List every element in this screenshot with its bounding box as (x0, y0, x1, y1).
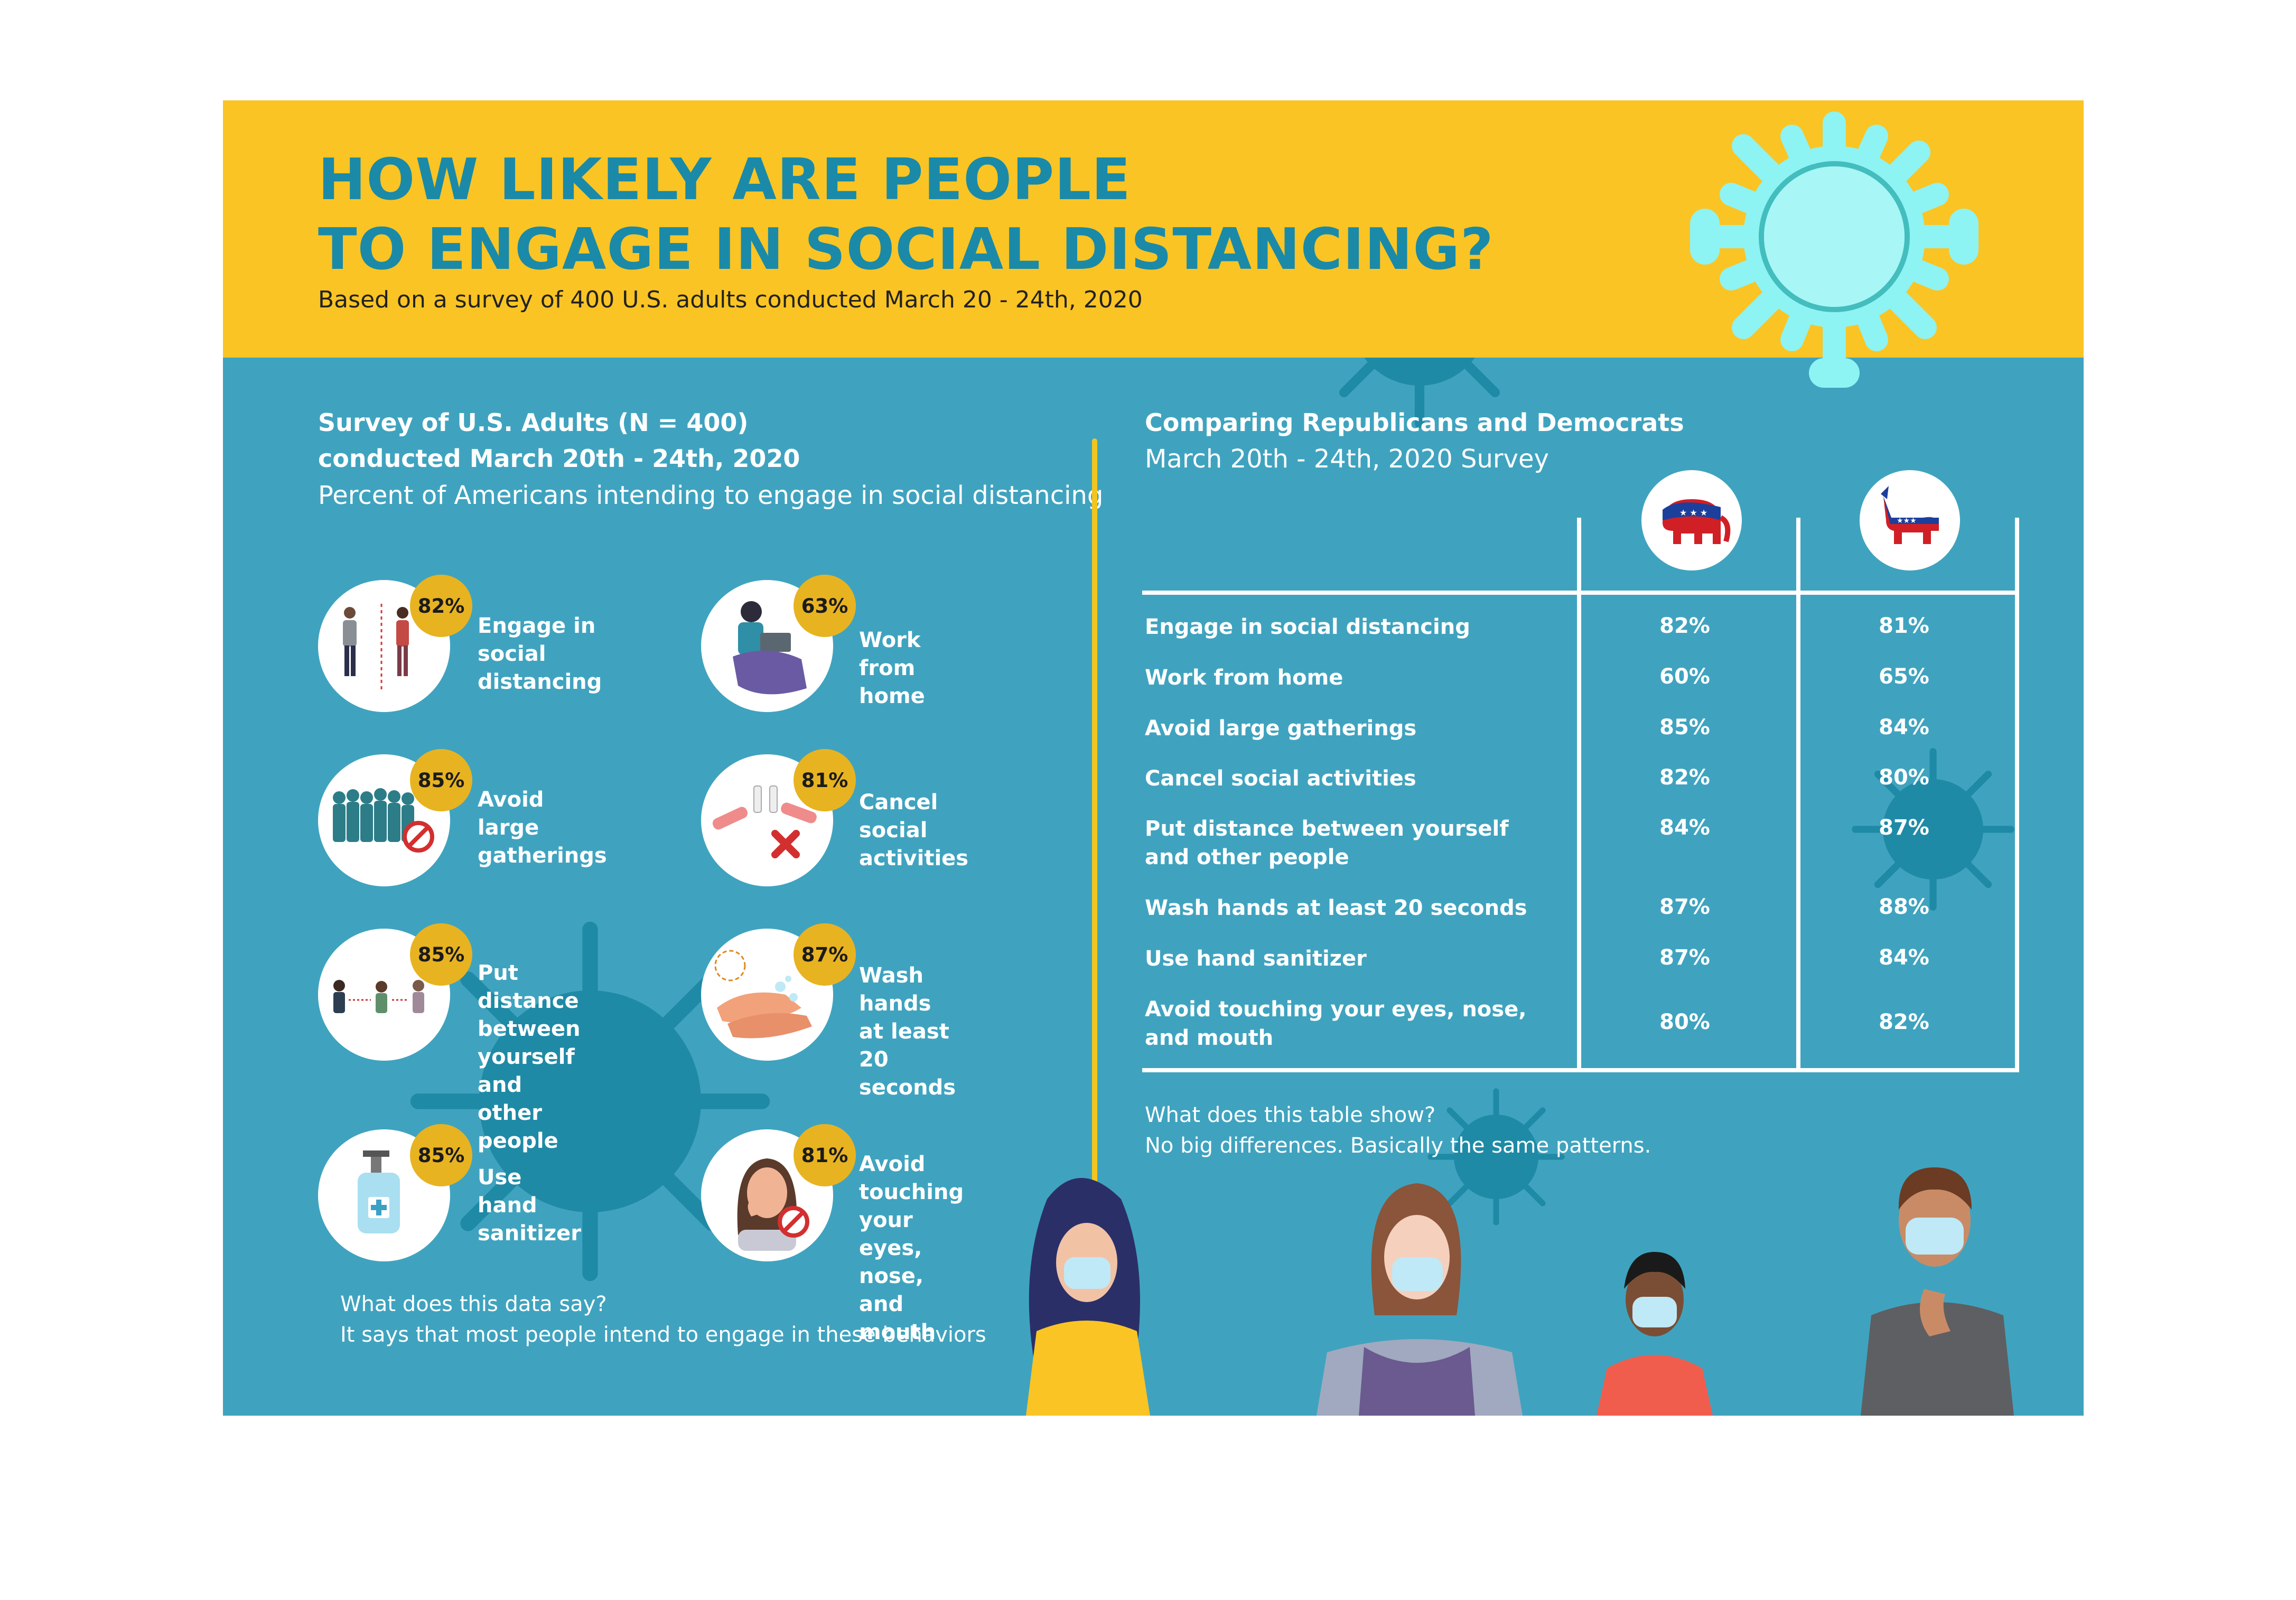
behavior-label: Use hand sanitizer (478, 1165, 581, 1246)
republican-value: 85% (1659, 715, 1710, 740)
democrat-value: 81% (1879, 614, 1929, 638)
data-note-answer: It says that most people intend to engag… (340, 1323, 986, 1347)
republican-value: 84% (1659, 816, 1710, 840)
percent-badge: 82% (410, 575, 472, 637)
person-yellow-shirt (1026, 1178, 1150, 1416)
republican-value: 80% (1659, 1010, 1710, 1034)
table-vertical-line (1796, 518, 1800, 1072)
title-line-1: HOW LIKELY ARE PEOPLE (318, 147, 1131, 213)
behavior-label: Put distance between yourself and other … (478, 961, 581, 1153)
democrat-value: 82% (1879, 1010, 1929, 1034)
percent-badge: 87% (794, 923, 856, 986)
table-row-label: Work from home (1145, 666, 1343, 690)
percent-badge: 81% (794, 749, 856, 811)
republican-value: 87% (1659, 895, 1710, 919)
svg-text:★ ★ ★: ★ ★ ★ (1679, 508, 1707, 518)
percent-badge: 85% (410, 923, 472, 986)
republican-value: 82% (1659, 614, 1710, 638)
table-row-label: Avoid touching your eyes, nose, and mout… (1145, 997, 1527, 1050)
democrat-value: 87% (1879, 816, 1929, 840)
percent-badge: 81% (794, 1124, 856, 1186)
large-virus-icon (1690, 111, 1978, 388)
behavior-label: Work from home (859, 628, 925, 708)
person-purple-vest (1317, 1183, 1523, 1416)
table-row-label: Put distance between yourself and other … (1145, 817, 1509, 869)
table-vertical-line (1577, 518, 1581, 1072)
table-note-question: What does this table show? (1145, 1103, 1436, 1127)
behavior-label: Engage in social distancing (478, 614, 602, 694)
democrat-value: 65% (1879, 665, 1929, 689)
percent-badge: 85% (410, 749, 472, 811)
title-line-2: TO ENGAGE IN SOCIAL DISTANCING? (318, 217, 1494, 283)
face-touch-icon (701, 1129, 833, 1261)
page-title: HOW LIKELY ARE PEOPLE TO ENGAGE IN SOCIA… (318, 145, 1494, 285)
percent-badge: 85% (410, 1124, 472, 1186)
table-row-label: Engage in social distancing (1145, 615, 1470, 639)
person-red-shirt (1597, 1252, 1713, 1416)
behavior-label: Avoid touching your eyes, nose, and mout… (859, 1152, 964, 1344)
table-vertical-line (2015, 518, 2019, 1072)
democrat-value: 84% (1879, 715, 1929, 740)
percent-badge: 63% (794, 575, 856, 637)
survey-description: Percent of Americans intending to engage… (318, 481, 1104, 510)
republican-value: 87% (1659, 946, 1710, 970)
table-header-line (1142, 591, 2019, 595)
survey-dates-heading: conducted March 20th - 24th, 2020 (318, 444, 800, 473)
behavior-label: Avoid large gatherings (478, 788, 607, 868)
table-bottom-line (1142, 1068, 2019, 1072)
democrat-value: 84% (1879, 946, 1929, 970)
data-note-question: What does this data say? (340, 1292, 607, 1316)
person-grey-shirt (1861, 1167, 2014, 1416)
comparison-heading: Comparing Republicans and Democrats (1145, 408, 1684, 437)
survey-heading: Survey of U.S. Adults (N = 400) (318, 408, 749, 437)
svg-text:★★★: ★★★ (1897, 517, 1917, 525)
behavior-label: Wash hands at least 20 seconds (859, 963, 956, 1100)
masked-people-illustration (1026, 1167, 2014, 1416)
table-row-label: Use hand sanitizer (1145, 947, 1367, 971)
republican-value: 60% (1659, 665, 1710, 689)
democrat-value: 88% (1879, 895, 1929, 919)
sanitizer-bottle-icon (318, 1129, 450, 1261)
survey-subtitle: Based on a survey of 400 U.S. adults con… (318, 286, 1143, 313)
table-row-label: Wash hands at least 20 seconds (1145, 896, 1527, 920)
comparison-dates: March 20th - 24th, 2020 Survey (1145, 444, 1549, 474)
democrat-donkey-icon: ★★★ (1860, 470, 1960, 570)
republican-elephant-icon: ★ ★ ★ (1641, 470, 1742, 570)
infographic-poster: HOW LIKELY ARE PEOPLE TO ENGAGE IN SOCIA… (223, 100, 2084, 1416)
table-note-answer: No big differences. Basically the same p… (1145, 1134, 1651, 1158)
table-row-label: Avoid large gatherings (1145, 716, 1417, 741)
republican-value: 82% (1659, 765, 1710, 790)
table-row-label: Cancel social activities (1145, 766, 1416, 791)
section-divider (1092, 438, 1097, 1305)
democrat-value: 80% (1879, 765, 1929, 790)
behavior-label: Cancel social activities (859, 790, 969, 871)
